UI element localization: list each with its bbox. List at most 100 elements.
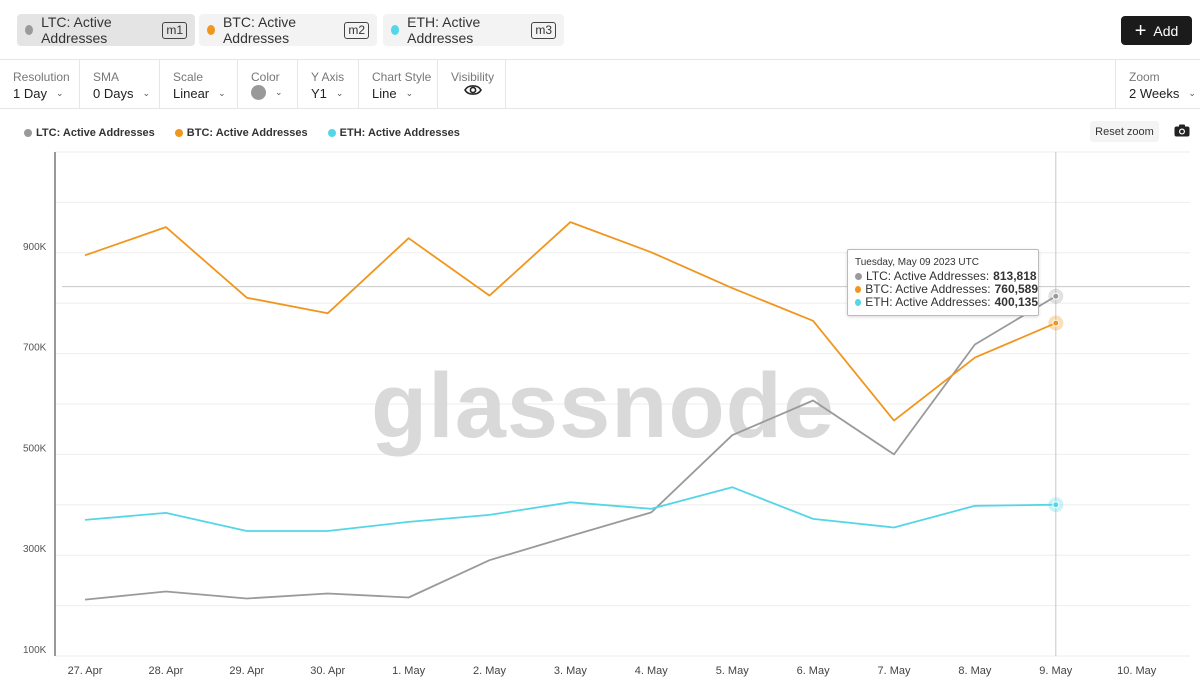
sma-value: 0 Days bbox=[93, 86, 134, 101]
y-axis-value: Y1 bbox=[311, 86, 327, 101]
x-tick-label: 7. May bbox=[877, 665, 911, 677]
color-control[interactable]: Color ⌄ bbox=[238, 60, 298, 108]
tooltip-label: BTC: Active Addresses: bbox=[865, 282, 991, 296]
color-swatch bbox=[251, 85, 266, 100]
scale-value: Linear bbox=[173, 86, 210, 101]
tooltip-value: 400,135 bbox=[994, 295, 1038, 309]
chevron-down-icon: ⌄ bbox=[275, 87, 283, 97]
y-tick-label: 500K bbox=[23, 443, 47, 454]
tooltip-label: LTC: Active Addresses: bbox=[866, 269, 990, 283]
sma-control[interactable]: SMA 0 Days ⌄ bbox=[80, 60, 160, 108]
chevron-down-icon: ⌄ bbox=[142, 88, 151, 98]
y-tick-label: 300K bbox=[23, 544, 47, 555]
x-tick-label: 2. May bbox=[473, 665, 507, 677]
series-line-eth bbox=[84, 486, 1056, 532]
controls-bar: Resolution 1 Day ⌄ SMA 0 Days ⌄ Scale Line… bbox=[0, 60, 1200, 109]
series-line-btc bbox=[84, 221, 1057, 422]
metric-bar: LTC: Active Addresses m1 BTC: Active Add… bbox=[0, 0, 1200, 60]
chart-tooltip: Tuesday, May 09 2023 UTC LTC: Active Add… bbox=[847, 249, 1039, 316]
btc-tooltip-dot-icon bbox=[855, 286, 862, 293]
resolution-select[interactable]: 1 Day ⌄ bbox=[13, 86, 64, 101]
x-tick-label: 30. Apr bbox=[310, 665, 345, 677]
legend-label: BTC: Active Addresses bbox=[186, 127, 308, 139]
y-tick-label: 100K bbox=[23, 645, 47, 656]
chart-area: glassnode 100K 300K 500K 700K 900K 27. Apr 28. … bbox=[23, 151, 1190, 677]
x-tick-label: 3. May bbox=[554, 665, 588, 677]
tooltip-label: ETH: Active Addresses: bbox=[865, 295, 991, 309]
visibility-label: Visibility bbox=[451, 70, 495, 84]
resolution-control[interactable]: Resolution 1 Day ⌄ bbox=[0, 60, 80, 108]
chart-legend: LTC: Active Addresses BTC: Active Addres… bbox=[24, 127, 480, 139]
camera-icon[interactable] bbox=[1174, 124, 1190, 142]
visibility-control[interactable]: Visibility bbox=[438, 60, 506, 108]
x-tick-label: 10. May bbox=[1117, 665, 1157, 677]
x-tick-label: 5. May bbox=[716, 665, 750, 677]
metric-chip-eth[interactable]: ETH: Active Addresses m3 bbox=[383, 14, 564, 46]
sma-select[interactable]: 0 Days ⌄ bbox=[93, 86, 150, 101]
reset-zoom-button[interactable]: Reset zoom bbox=[1090, 121, 1159, 142]
chart-style-select[interactable]: Line ⌄ bbox=[372, 86, 413, 101]
legend-label: ETH: Active Addresses bbox=[339, 127, 460, 139]
tooltip-value: 813,818 bbox=[993, 269, 1037, 283]
eye-icon[interactable] bbox=[464, 84, 482, 96]
legend-item-ltc[interactable]: LTC: Active Addresses bbox=[24, 127, 155, 139]
x-tick-label: 8. May bbox=[958, 665, 992, 677]
tooltip-date: Tuesday, May 09 2023 UTC bbox=[855, 257, 979, 268]
plus-icon: + bbox=[1134, 19, 1147, 42]
sma-label: SMA bbox=[93, 70, 120, 84]
chart-style-value: Line bbox=[372, 86, 397, 101]
scale-control[interactable]: Scale Linear ⌄ bbox=[160, 60, 238, 108]
add-button[interactable]: + Add bbox=[1121, 16, 1192, 45]
eth-legend-dot-icon bbox=[327, 129, 336, 137]
eth-tooltip-dot-icon bbox=[855, 299, 862, 306]
btc-legend-dot-icon bbox=[174, 129, 183, 137]
y-axis-select[interactable]: Y1 ⌄ bbox=[311, 86, 343, 101]
resolution-label: Resolution bbox=[13, 70, 70, 84]
scale-label: Scale bbox=[173, 70, 204, 84]
hover-point-eth bbox=[1052, 501, 1060, 509]
zoom-label: Zoom bbox=[1129, 70, 1160, 84]
chevron-down-icon: ⌄ bbox=[405, 88, 414, 98]
legend-item-btc[interactable]: BTC: Active Addresses bbox=[174, 127, 308, 139]
x-tick-label: 9. May bbox=[1039, 665, 1073, 677]
chevron-down-icon: ⌄ bbox=[218, 88, 226, 98]
metric-chip-label: BTC: Active Addresses bbox=[222, 14, 297, 46]
metric-chip-btc[interactable]: BTC: Active Addresses m2 bbox=[199, 14, 377, 46]
chevron-down-icon: ⌄ bbox=[1188, 88, 1196, 98]
x-tick-label: 6. May bbox=[797, 665, 831, 677]
y-axis-label: Y Axis bbox=[311, 70, 345, 84]
tooltip-row-btc: BTC: Active Addresses: 760,589 bbox=[855, 283, 1038, 296]
y-axis-control[interactable]: Y Axis Y1 ⌄ bbox=[298, 60, 359, 108]
color-label: Color bbox=[251, 70, 280, 84]
metric-chip-label: LTC: Active Addresses bbox=[41, 14, 112, 46]
metric-tag: m2 bbox=[344, 21, 369, 39]
add-button-label: Add bbox=[1153, 22, 1179, 39]
ltc-legend-dot-icon bbox=[24, 129, 32, 137]
x-tick-label: 28. Apr bbox=[148, 665, 183, 677]
y-tick-label: 900K bbox=[23, 242, 47, 253]
eth-dot-icon bbox=[391, 25, 400, 35]
tooltip-row-ltc: LTC: Active Addresses: 813,818 bbox=[855, 270, 1038, 283]
tooltip-row-eth: ETH: Active Addresses: 400,135 bbox=[855, 296, 1038, 309]
color-select[interactable]: ⌄ bbox=[251, 85, 283, 100]
metric-chip-ltc[interactable]: LTC: Active Addresses m1 bbox=[17, 14, 195, 46]
metric-tag: m3 bbox=[531, 21, 556, 39]
resolution-value: 1 Day bbox=[13, 86, 47, 101]
zoom-select[interactable]: 2 Weeks ⌄ bbox=[1129, 86, 1196, 101]
scale-select[interactable]: Linear ⌄ bbox=[173, 86, 226, 101]
ltc-tooltip-dot-icon bbox=[855, 273, 862, 280]
watermark-text: glassnode bbox=[371, 355, 835, 457]
metric-tag: m1 bbox=[162, 21, 187, 39]
legend-item-eth[interactable]: ETH: Active Addresses bbox=[327, 127, 460, 139]
tooltip-value: 760,589 bbox=[994, 282, 1038, 296]
btc-dot-icon bbox=[207, 25, 215, 35]
chart-style-control[interactable]: Chart Style Line ⌄ bbox=[359, 60, 438, 108]
zoom-control[interactable]: Zoom 2 Weeks ⌄ bbox=[1115, 60, 1200, 108]
series-line-ltc bbox=[84, 295, 1057, 601]
hover-point-btc bbox=[1052, 319, 1060, 327]
x-tick-label: 27. Apr bbox=[68, 665, 103, 677]
ltc-dot-icon bbox=[25, 25, 34, 35]
y-tick-label: 700K bbox=[23, 343, 47, 354]
chevron-down-icon: ⌄ bbox=[55, 88, 64, 98]
hover-point-ltc bbox=[1052, 292, 1060, 300]
